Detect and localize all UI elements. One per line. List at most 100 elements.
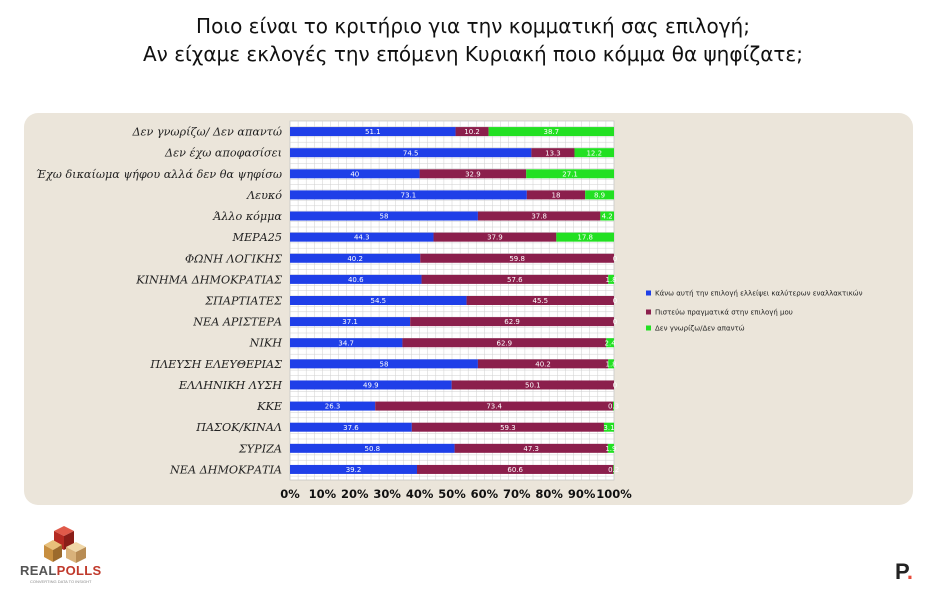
bar-segment bbox=[402, 338, 607, 348]
category-label: ΚΙΝΗΜΑ ΔΗΜΟΚΡΑΤΙΑΣ bbox=[135, 273, 282, 286]
data-label: 40.2 bbox=[535, 360, 551, 368]
bar-segment bbox=[290, 253, 421, 263]
bar-segment bbox=[613, 464, 614, 474]
bar-segment bbox=[375, 401, 614, 411]
realpolls-logo-icon bbox=[44, 526, 86, 563]
bar-segment bbox=[290, 401, 376, 411]
data-label: 37.1 bbox=[342, 318, 358, 326]
x-tick-label: 70% bbox=[503, 487, 531, 501]
x-tick-label: 10% bbox=[309, 487, 337, 501]
bar-segment bbox=[526, 169, 614, 179]
data-label: 49.9 bbox=[363, 382, 379, 390]
category-label: Άλλο κόμμα bbox=[212, 210, 282, 223]
data-label: 62.9 bbox=[497, 339, 513, 347]
x-tick-label: 40% bbox=[406, 487, 434, 501]
x-tick-label: 80% bbox=[535, 487, 563, 501]
data-label: 59.3 bbox=[500, 424, 516, 432]
data-label: 57.6 bbox=[507, 276, 523, 284]
bar-segment bbox=[556, 232, 614, 242]
category-label: Λευκό bbox=[246, 189, 282, 202]
bar-segment bbox=[411, 422, 604, 432]
data-label: 50.1 bbox=[525, 382, 541, 390]
data-label: 37.8 bbox=[531, 213, 547, 221]
data-label: 40.2 bbox=[347, 255, 363, 263]
data-label: 73.4 bbox=[486, 403, 502, 411]
data-label: 2.4 bbox=[605, 339, 617, 347]
data-label: 74.5 bbox=[403, 149, 419, 157]
data-label: 12.2 bbox=[586, 149, 602, 157]
data-label: 4.2 bbox=[602, 213, 613, 221]
legend-swatch bbox=[646, 290, 651, 296]
bar-segment bbox=[290, 464, 418, 474]
chart-panel: Δεν γνωρίζω/ Δεν απαντώ 51.1 10.2 38.7 Δεν έ… bbox=[24, 113, 913, 505]
x-tick-label: 0% bbox=[280, 487, 300, 501]
data-label: 1.8 bbox=[606, 360, 617, 368]
data-label: 60.6 bbox=[507, 466, 523, 474]
data-label: 0 bbox=[613, 318, 617, 326]
bar-segment bbox=[290, 443, 455, 453]
bar-segment bbox=[419, 169, 527, 179]
bar-segment bbox=[531, 148, 575, 158]
stacked-bar-chart: Δεν γνωρίζω/ Δεν απαντώ 51.1 10.2 38.7 Δεν έ… bbox=[36, 120, 863, 501]
data-label: 40 bbox=[350, 170, 359, 178]
bar-segment bbox=[290, 127, 456, 137]
legend-label: Πιστεύω πραγματικά στην επιλογή μου bbox=[655, 309, 793, 317]
data-label: 62.9 bbox=[504, 318, 520, 326]
bar-segment bbox=[290, 317, 411, 327]
bar-segment bbox=[451, 380, 614, 390]
bar-segment bbox=[603, 422, 614, 432]
bar-segment bbox=[290, 274, 422, 284]
bar-segment bbox=[526, 190, 586, 200]
data-label: 32.9 bbox=[465, 170, 481, 178]
legend-swatch bbox=[646, 325, 651, 331]
data-label: 44.3 bbox=[354, 234, 370, 242]
bar-segment bbox=[420, 253, 614, 263]
bar-segment bbox=[477, 359, 609, 369]
data-label: 34.7 bbox=[338, 339, 354, 347]
data-label: 17.8 bbox=[577, 234, 593, 242]
data-label: 18 bbox=[552, 192, 561, 200]
bar-segment bbox=[488, 127, 614, 137]
legend-swatch bbox=[646, 309, 651, 315]
data-label: 0 bbox=[613, 255, 617, 263]
category-label: ΠΛΕΥΣΗ ΕΛΕΥΘΕΡΙΑΣ bbox=[149, 358, 282, 371]
category-label: Δεν έχω αποφασίσει bbox=[164, 147, 282, 160]
data-label: 0 bbox=[613, 297, 617, 305]
category-label: ΝΕΑ ΑΡΙΣΤΕΡΑ bbox=[192, 316, 282, 329]
category-label: ΦΩΝΗ ΛΟΓΙΚΗΣ bbox=[185, 252, 282, 265]
bar-segment bbox=[574, 148, 614, 158]
bar-segment bbox=[290, 359, 478, 369]
data-label: 38.7 bbox=[544, 128, 560, 136]
category-label: ΚΚΕ bbox=[256, 400, 282, 413]
bar-segment bbox=[290, 232, 434, 242]
x-tick-label: 50% bbox=[438, 487, 466, 501]
data-label: 13.3 bbox=[545, 149, 561, 157]
data-label: 58 bbox=[379, 360, 388, 368]
data-label: 37.9 bbox=[487, 234, 503, 242]
category-label: ΜΕΡΑ25 bbox=[232, 231, 282, 244]
bar-segment bbox=[606, 338, 614, 348]
data-label: 10.2 bbox=[464, 128, 480, 136]
data-label: 58 bbox=[379, 213, 388, 221]
bar-segment bbox=[454, 443, 608, 453]
data-label: 26.3 bbox=[325, 403, 341, 411]
bar-segment bbox=[290, 338, 403, 348]
bar-segment bbox=[455, 127, 489, 137]
data-label: 0.2 bbox=[608, 466, 619, 474]
x-tick-label: 90% bbox=[568, 487, 596, 501]
category-label: Δεν γνωρίζω/ Δεν απαντώ bbox=[131, 126, 282, 139]
bar-segment bbox=[477, 211, 601, 221]
data-label: 73.1 bbox=[401, 192, 417, 200]
bar-segment bbox=[607, 443, 614, 453]
bar-segment bbox=[290, 422, 412, 432]
category-label: ΝΙΚΗ bbox=[249, 337, 283, 350]
data-label: 45.5 bbox=[532, 297, 548, 305]
data-label: 3.1 bbox=[603, 424, 614, 432]
category-label: ΣΥΡΙΖΑ bbox=[238, 442, 282, 455]
realpolls-wordmark: REALPOLLS bbox=[20, 563, 102, 578]
category-label: ΝΕΑ ΔΗΜΟΚΡΑΤΙΑ bbox=[169, 463, 282, 476]
data-label: 51.1 bbox=[365, 128, 381, 136]
chart-title-line-1: Ποιο είναι το κριτήριο για την κομματική… bbox=[196, 14, 750, 38]
bar-segment bbox=[417, 464, 614, 474]
data-label: 0 bbox=[613, 382, 617, 390]
